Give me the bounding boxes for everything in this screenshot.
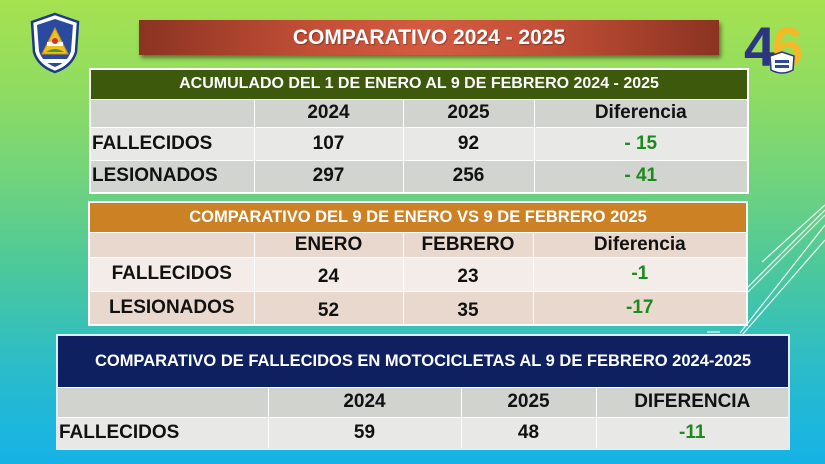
column-header-enero: ENERO — [253, 231, 404, 258]
row-label: FALLECIDOS — [88, 256, 255, 292]
column-header-2025: 2025 — [460, 386, 597, 418]
difference-value: - 15 — [533, 126, 749, 161]
table-accumulated-2024-2025: ACUMULADO DEL 1 DE ENERO AL 9 DE FEBRERO… — [89, 68, 750, 194]
value-2024: 107 — [253, 126, 404, 161]
difference-value: -11 — [595, 416, 790, 450]
value-2025: 48 — [460, 416, 597, 450]
anniversary-46-logo: 4 6 — [742, 12, 812, 78]
table-title: COMPARATIVO DE FALLECIDOS EN MOTOCICLETA… — [56, 334, 790, 388]
table-january-vs-february-2025: COMPARATIVO DEL 9 DE ENERO VS 9 DE FEBRE… — [88, 201, 749, 326]
value-2024: 297 — [253, 159, 404, 194]
column-header-2024: 2024 — [253, 98, 404, 128]
row-label: FALLECIDOS — [56, 416, 269, 450]
value-febrero: 35 — [402, 290, 534, 326]
column-header-2025: 2025 — [402, 98, 535, 128]
table-row: FALLECIDOS 107 92 - 15 — [89, 126, 749, 161]
table-motorcycle-fatalities: COMPARATIVO DE FALLECIDOS EN MOTOCICLETA… — [56, 334, 791, 450]
badge-icon — [30, 12, 80, 74]
table-title: ACUMULADO DEL 1 DE ENERO AL 9 DE FEBRERO… — [89, 68, 749, 100]
column-header-diferencia: Diferencia — [533, 98, 749, 128]
difference-value: -1 — [532, 256, 748, 292]
column-header-diferencia: DIFERENCIA — [595, 386, 790, 418]
column-header-febrero: FEBRERO — [402, 231, 534, 258]
row-label: LESIONADOS — [88, 290, 255, 326]
column-header-empty — [89, 98, 255, 128]
difference-value: -17 — [532, 290, 748, 326]
value-enero: 24 — [253, 256, 404, 292]
table-row: FALLECIDOS 59 48 -11 — [56, 416, 790, 450]
difference-value: - 41 — [533, 159, 749, 194]
column-header-empty — [88, 231, 255, 258]
value-2025: 92 — [402, 126, 535, 161]
table-row: FALLECIDOS 24 23 -1 — [88, 256, 748, 292]
table-title: COMPARATIVO DEL 9 DE ENERO VS 9 DE FEBRE… — [88, 201, 748, 233]
value-febrero: 23 — [402, 256, 534, 292]
value-2024: 59 — [267, 416, 462, 450]
row-label: FALLECIDOS — [89, 126, 255, 161]
column-header-diferencia: Diferencia — [532, 231, 748, 258]
value-2025: 256 — [402, 159, 535, 194]
policia-nacional-badge-logo — [28, 12, 82, 74]
slide-title-banner: COMPARATIVO 2024 - 2025 — [139, 20, 719, 55]
value-enero: 52 — [253, 290, 404, 326]
number-46-icon: 4 6 — [744, 15, 803, 78]
row-label: LESIONADOS — [89, 159, 255, 194]
table-row: LESIONADOS 52 35 -17 — [88, 290, 748, 326]
column-header-2024: 2024 — [267, 386, 462, 418]
table-row: LESIONADOS 297 256 - 41 — [89, 159, 749, 194]
column-header-empty — [56, 386, 269, 418]
svg-text:4: 4 — [744, 15, 775, 74]
